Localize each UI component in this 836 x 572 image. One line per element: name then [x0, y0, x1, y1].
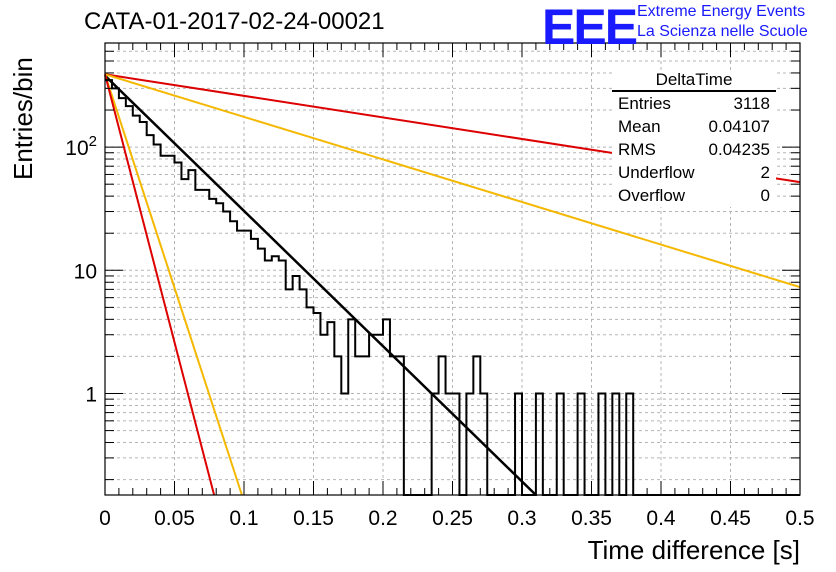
histogram — [105, 79, 800, 496]
fit-curve — [104, 74, 216, 496]
chart-title: CATA-01-2017-02-24-00021 — [84, 8, 385, 35]
stats-row-underflow: Underflow 2 — [612, 161, 776, 184]
x-tick-label: 0.35 — [571, 507, 612, 530]
stats-label: Overflow — [618, 186, 686, 205]
logo-line-1: Extreme Energy Events — [637, 3, 806, 20]
y-tick-label: 1 — [85, 383, 97, 406]
tick-labels: 0 0.05 0.1 0.15 0.2 0.25 0.3 0.35 0.4 0.45 0.5 1 10 1… — [65, 133, 814, 530]
eee-logo-mark: EEE — [542, 0, 638, 55]
stats-row-overflow: Overflow 0 — [612, 184, 776, 207]
stats-value: 0.04107 — [708, 117, 770, 136]
x-tick-label: 0.15 — [293, 507, 334, 530]
stats-row-mean: Mean 0.04107 — [612, 115, 776, 138]
x-tick-label: 0.25 — [432, 507, 473, 530]
y-tick-label: 102 — [65, 133, 97, 160]
x-tick-label: 0.5 — [785, 507, 814, 530]
stats-value: 2 — [760, 163, 770, 182]
stats-label: Mean — [618, 117, 661, 136]
x-tick-label: 0.05 — [154, 507, 195, 530]
stats-label: Entries — [618, 94, 671, 113]
x-tick-label: 0 — [99, 507, 111, 530]
y-tick-label: 10 — [74, 260, 97, 283]
histogram-outline — [105, 79, 800, 496]
y-axis-label: Entries/bin — [8, 57, 38, 180]
tick-marks — [104, 42, 801, 495]
stats-box: DeltaTime Entries 3118 Mean 0.04107 RMS … — [612, 70, 776, 207]
x-tick-label: 0.3 — [507, 507, 536, 530]
stats-value: 0.04235 — [708, 140, 770, 159]
fit-curve — [104, 73, 801, 289]
x-axis-label: Time difference [s] — [587, 535, 800, 565]
fit-curve — [104, 74, 537, 496]
x-tick-label: 0.45 — [710, 507, 751, 530]
stats-label: Underflow — [618, 163, 695, 182]
x-tick-label: 0.2 — [368, 507, 397, 530]
stats-value: 0 — [760, 186, 770, 205]
x-tick-label: 0.1 — [229, 507, 258, 530]
x-tick-label: 0.4 — [646, 507, 676, 530]
stats-title: DeltaTime — [612, 70, 776, 92]
stats-row-entries: Entries 3118 — [612, 92, 776, 115]
stats-label: RMS — [618, 140, 656, 159]
fit-curve — [104, 73, 243, 496]
stats-row-rms: RMS 0.04235 — [612, 138, 776, 161]
stats-value: 3118 — [733, 94, 770, 113]
logo-line-2: La Scienza nelle Scuole — [637, 23, 808, 40]
